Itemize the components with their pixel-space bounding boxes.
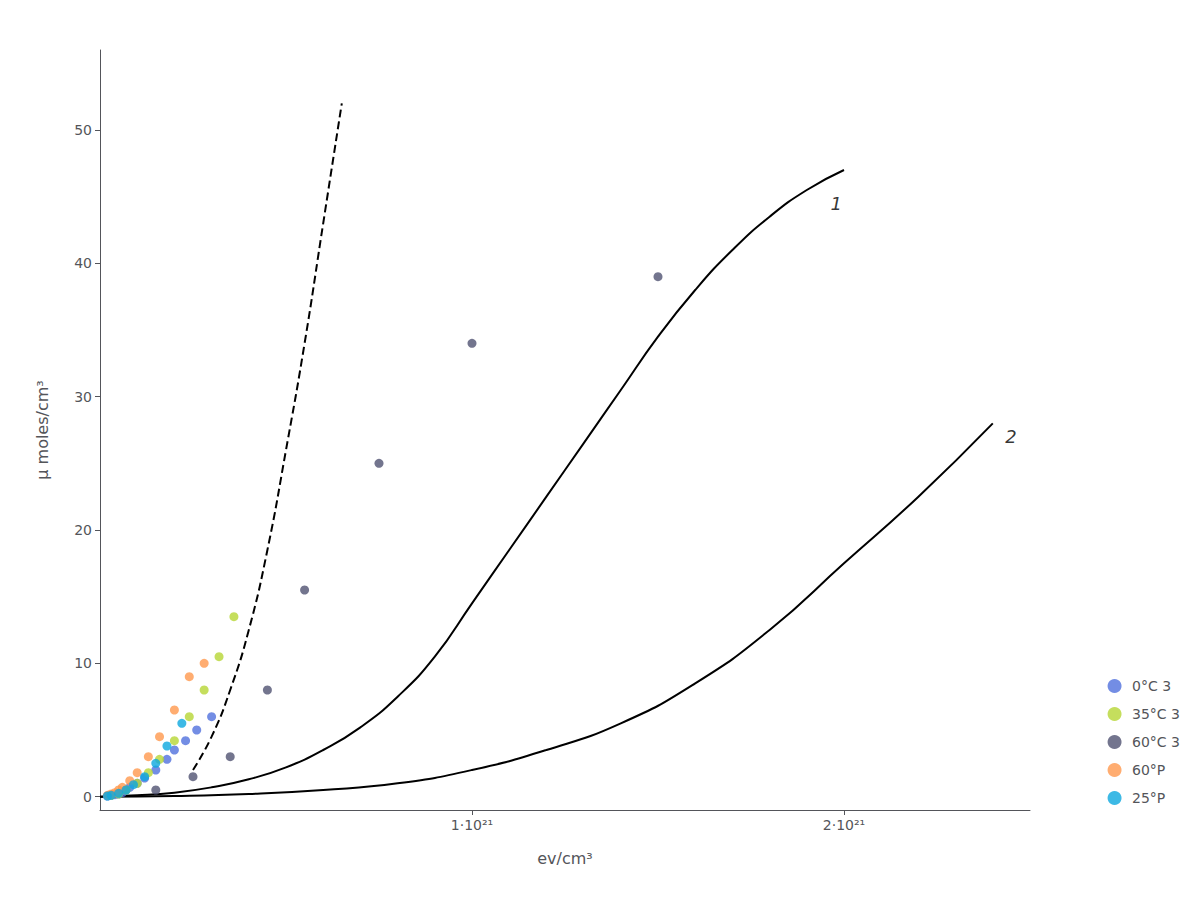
svg-text:40: 40 bbox=[74, 255, 92, 271]
svg-text:30: 30 bbox=[74, 389, 92, 405]
svg-text:0: 0 bbox=[83, 789, 92, 805]
svg-text:2: 2 bbox=[1005, 426, 1016, 447]
svg-text:1: 1 bbox=[830, 193, 841, 214]
svg-text:60°C 3: 60°C 3 bbox=[1132, 734, 1180, 750]
svg-text:25°P: 25°P bbox=[1132, 790, 1165, 806]
svg-text:2·10²¹: 2·10²¹ bbox=[823, 817, 865, 833]
svg-text:20: 20 bbox=[74, 522, 92, 538]
svg-text:0°C 3: 0°C 3 bbox=[1132, 678, 1171, 694]
svg-text:ev/cm³: ev/cm³ bbox=[537, 849, 593, 868]
svg-text:60°P: 60°P bbox=[1132, 762, 1165, 778]
svg-text:μ moles/cm³: μ moles/cm³ bbox=[33, 380, 52, 479]
svg-text:35°C 3: 35°C 3 bbox=[1132, 706, 1180, 722]
svg-text:10: 10 bbox=[74, 655, 92, 671]
svg-text:50: 50 bbox=[74, 122, 92, 138]
svg-text:1·10²¹: 1·10²¹ bbox=[451, 817, 493, 833]
